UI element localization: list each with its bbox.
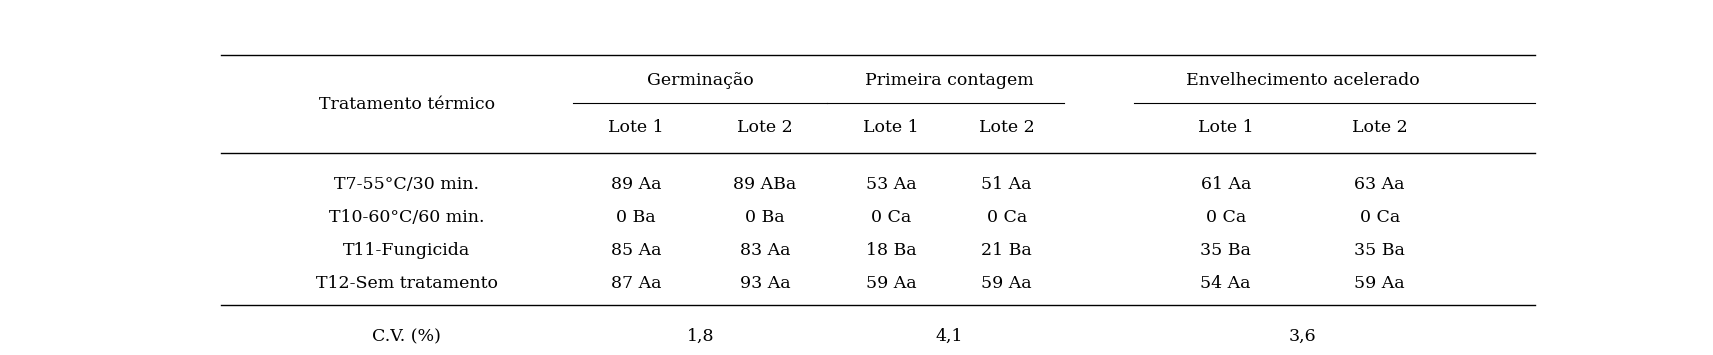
Text: 85 Aa: 85 Aa <box>612 242 661 259</box>
Text: 59 Aa: 59 Aa <box>982 275 1031 292</box>
Text: Lote 2: Lote 2 <box>737 119 793 136</box>
Text: 0 Ca: 0 Ca <box>872 209 911 226</box>
Text: Tratamento térmico: Tratamento térmico <box>319 95 495 113</box>
Text: Lote 1: Lote 1 <box>1197 119 1254 136</box>
Text: 0 Ba: 0 Ba <box>745 209 785 226</box>
Text: 4,1: 4,1 <box>935 328 963 345</box>
Text: 54 Aa: 54 Aa <box>1201 275 1250 292</box>
Text: T7-55°C/30 min.: T7-55°C/30 min. <box>334 176 480 193</box>
Text: T12-Sem tratamento: T12-Sem tratamento <box>315 275 497 292</box>
Text: 0 Ba: 0 Ba <box>617 209 656 226</box>
Text: 0 Ca: 0 Ca <box>1206 209 1245 226</box>
Text: Lote 1: Lote 1 <box>608 119 665 136</box>
Text: 0 Ca: 0 Ca <box>1360 209 1400 226</box>
Text: 35 Ba: 35 Ba <box>1355 242 1405 259</box>
Text: 89 Aa: 89 Aa <box>612 176 661 193</box>
Text: T10-60°C/60 min.: T10-60°C/60 min. <box>329 209 485 226</box>
Text: 59 Aa: 59 Aa <box>865 275 916 292</box>
Text: T11-Fungicida: T11-Fungicida <box>343 242 471 259</box>
Text: 53 Aa: 53 Aa <box>865 176 916 193</box>
Text: 83 Aa: 83 Aa <box>740 242 790 259</box>
Text: Lote 2: Lote 2 <box>1352 119 1408 136</box>
Text: 59 Aa: 59 Aa <box>1355 275 1405 292</box>
Text: Envelhecimento acelerado: Envelhecimento acelerado <box>1185 72 1420 89</box>
Text: Lote 1: Lote 1 <box>863 119 918 136</box>
Text: 1,8: 1,8 <box>687 328 714 345</box>
Text: 35 Ba: 35 Ba <box>1201 242 1250 259</box>
Text: 93 Aa: 93 Aa <box>740 275 790 292</box>
Text: Lote 2: Lote 2 <box>978 119 1035 136</box>
Text: C.V. (%): C.V. (%) <box>372 328 440 345</box>
Text: 51 Aa: 51 Aa <box>982 176 1031 193</box>
Text: 63 Aa: 63 Aa <box>1355 176 1405 193</box>
Text: 87 Aa: 87 Aa <box>612 275 661 292</box>
Text: Primeira contagem: Primeira contagem <box>865 72 1033 89</box>
Text: 3,6: 3,6 <box>1288 328 1317 345</box>
Text: Germinação: Germinação <box>648 72 754 89</box>
Text: 21 Ba: 21 Ba <box>982 242 1031 259</box>
Text: 89 ABa: 89 ABa <box>733 176 797 193</box>
Text: 61 Aa: 61 Aa <box>1201 176 1250 193</box>
Text: 18 Ba: 18 Ba <box>865 242 916 259</box>
Text: 0 Ca: 0 Ca <box>987 209 1026 226</box>
